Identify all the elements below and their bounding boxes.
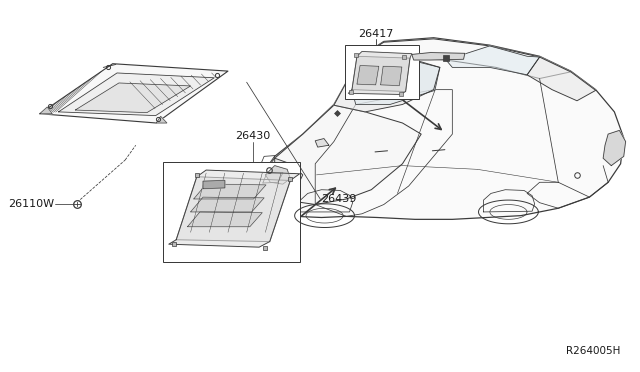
Polygon shape	[40, 107, 52, 114]
Polygon shape	[412, 52, 465, 60]
Polygon shape	[156, 116, 167, 123]
Polygon shape	[352, 56, 410, 92]
Polygon shape	[356, 39, 571, 78]
Polygon shape	[603, 131, 625, 166]
Bar	[163, 162, 300, 262]
Polygon shape	[169, 170, 300, 247]
Polygon shape	[259, 38, 624, 219]
Polygon shape	[381, 66, 402, 86]
Polygon shape	[334, 58, 440, 112]
Polygon shape	[76, 83, 191, 113]
Polygon shape	[349, 58, 440, 105]
Text: 26417: 26417	[358, 29, 394, 39]
Polygon shape	[188, 212, 262, 227]
Polygon shape	[176, 177, 291, 241]
Polygon shape	[275, 105, 421, 205]
Text: 26430: 26430	[236, 131, 271, 141]
Polygon shape	[191, 197, 264, 212]
Polygon shape	[194, 184, 266, 199]
Polygon shape	[266, 166, 291, 184]
Polygon shape	[446, 46, 540, 75]
Polygon shape	[316, 138, 329, 147]
Polygon shape	[203, 180, 225, 189]
Polygon shape	[58, 73, 214, 116]
Polygon shape	[264, 158, 303, 197]
Polygon shape	[348, 51, 412, 94]
Text: R264005H: R264005H	[566, 346, 621, 356]
Text: 26439: 26439	[321, 194, 357, 204]
Polygon shape	[357, 65, 379, 85]
Polygon shape	[40, 64, 228, 123]
Bar	[344, 45, 419, 99]
Polygon shape	[527, 57, 596, 101]
Text: 26110W: 26110W	[8, 199, 54, 209]
